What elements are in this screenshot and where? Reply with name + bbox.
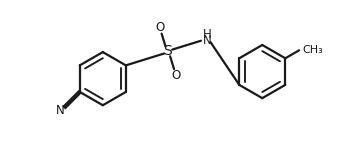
Text: O: O — [171, 69, 181, 82]
Text: N: N — [55, 104, 64, 117]
Text: H: H — [203, 28, 212, 41]
Text: S: S — [163, 44, 172, 58]
Text: CH₃: CH₃ — [302, 45, 323, 55]
Text: N: N — [203, 34, 212, 47]
Text: O: O — [155, 21, 164, 34]
